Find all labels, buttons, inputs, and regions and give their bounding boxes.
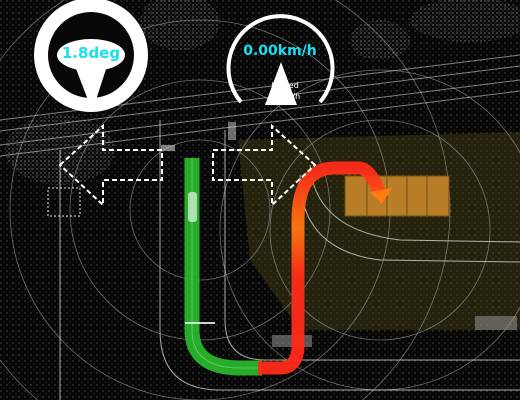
steering-angle-readout: 1.8deg bbox=[36, 44, 146, 62]
parking-slots bbox=[345, 176, 449, 216]
speed-limit-label: limited bbox=[255, 81, 315, 90]
ego-vehicle bbox=[188, 192, 197, 222]
parking-area-overlay bbox=[238, 132, 520, 330]
speed-readout: 0.00km/h bbox=[215, 43, 345, 59]
speed-limit-value: 72km/h bbox=[255, 92, 315, 101]
